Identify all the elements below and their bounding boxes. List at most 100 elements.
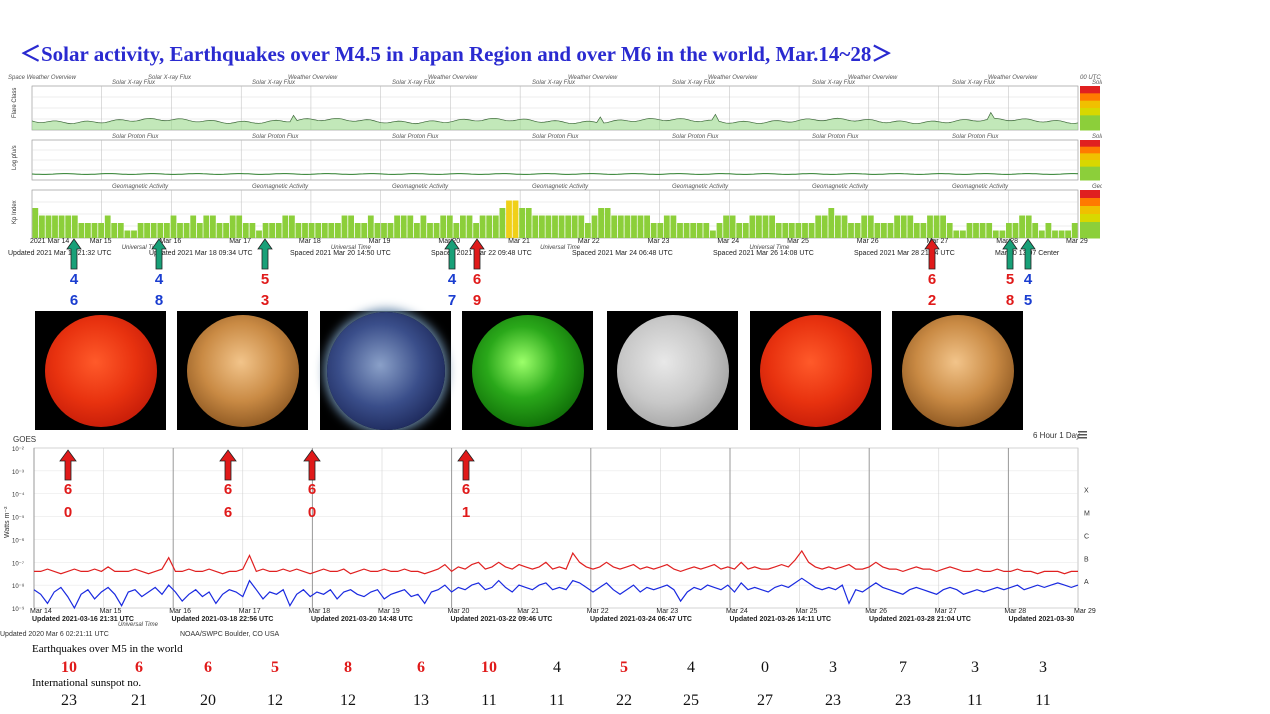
kp-bar [361, 223, 368, 238]
kp-bar [321, 223, 328, 238]
overview-header-text: Weather Overview [848, 75, 898, 81]
overview-scale-swatch [1080, 166, 1100, 174]
up-arrow [303, 449, 321, 481]
up-arrow [924, 238, 940, 270]
kp-bar [1052, 230, 1058, 238]
overview-ut-label: Universal Time [540, 245, 581, 251]
overview-scale-swatch [1080, 222, 1100, 231]
sun-image [320, 311, 451, 442]
sun-disk [759, 314, 872, 427]
magnitude-digit-2: 7 [447, 292, 457, 309]
sunspot-number: 11 [549, 692, 565, 709]
overview-scale-swatch [1080, 160, 1100, 168]
xray-date-label: Mar 15 [100, 608, 122, 615]
sunspot-number: 21 [131, 692, 147, 709]
flare-class-label: B [1084, 556, 1089, 563]
overview-date-label: Mar 15 [90, 238, 112, 245]
kp-bar [229, 215, 236, 238]
kp-bar [657, 223, 664, 238]
overview-date-label: Mar 27 [927, 238, 949, 245]
kp-bar [624, 215, 631, 238]
magnitude-digit-1: 4 [154, 271, 164, 288]
kp-bar [762, 215, 769, 238]
kp-bar [788, 223, 795, 238]
kp-bar [808, 223, 815, 238]
xray-short-wavelength-series [33, 577, 1079, 610]
overview-subtitle: Solar X-ray Flux [252, 80, 296, 86]
xray-date-label: Mar 14 [30, 608, 52, 615]
overview-subtitle: Geomagnetic Activity [252, 184, 309, 190]
kp-bar [196, 223, 203, 238]
kp-bar [578, 215, 585, 238]
overview-updated-label: Spaced 2021 Mar 22 09:48 UTC [431, 250, 532, 257]
kp-bar [137, 223, 144, 238]
kp-bar [394, 215, 400, 238]
overview-subtitle: Solar Proton Flux [1092, 134, 1102, 140]
kp-bar [157, 223, 164, 238]
sunspot-number: 27 [757, 692, 773, 709]
sun-image [607, 311, 738, 442]
sun-image [462, 311, 593, 442]
up-arrow-icon [257, 238, 273, 270]
kp-bar [91, 223, 98, 238]
up-arrow-icon [1002, 238, 1018, 270]
up-arrow [66, 238, 82, 270]
kp-bar [966, 223, 973, 238]
kp-bar [598, 208, 604, 238]
up-arrow-shape [151, 238, 167, 270]
magnitude-digit-2: 0 [63, 504, 73, 521]
kp-bar [913, 223, 920, 238]
sun-disk [471, 314, 584, 427]
overview-subtitle: Geomagnetic Activity [672, 184, 729, 190]
overview-subtitle: Geomagnetic Activity [812, 184, 869, 190]
sunspot-number: 20 [200, 692, 216, 709]
magnitude-digit-2: 8 [1005, 292, 1015, 309]
overview-date-label: Mar 17 [229, 238, 251, 245]
kp-bar [335, 223, 341, 238]
earthquake-count: 8 [344, 659, 352, 676]
magnitude-digit-1: 4 [447, 271, 457, 288]
up-arrow-shape [219, 449, 237, 481]
up-arrow [219, 449, 237, 481]
overview-subtitle: Solar X-ray Flux [1092, 80, 1102, 86]
kp-bar [920, 223, 927, 238]
overview-subtitle: Solar X-ray Flux [952, 80, 996, 86]
xray-date-label: Mar 24 [726, 608, 748, 615]
magnitude-digit-2: 6 [69, 292, 79, 309]
overview-date-label: Mar 28 [996, 238, 1018, 245]
magnitude-digit-1: 6 [472, 271, 482, 288]
earthquake-count: 6 [417, 659, 425, 676]
kp-bar [150, 223, 157, 238]
xray-date-label: Mar 19 [378, 608, 400, 615]
kp-bar [769, 215, 775, 238]
kp-bar [650, 223, 657, 238]
overview-scale-swatch [1080, 86, 1100, 94]
xray-date-label: Mar 22 [587, 608, 609, 615]
kp-bar [499, 208, 506, 238]
kp-bar [190, 215, 197, 238]
earthquake-count: 7 [899, 659, 907, 676]
kp-bar [710, 230, 716, 238]
kp-bar [1006, 223, 1012, 238]
xray-date-label: Mar 18 [308, 608, 330, 615]
kp-bar [683, 223, 690, 238]
xray-updated-label: Updated 2021-03-20 14:48 UTC [311, 616, 413, 623]
proton-flux-line [31, 173, 1079, 175]
kp-bar [71, 215, 78, 238]
overview-header-text: Weather Overview [288, 75, 338, 81]
kp-bar [269, 223, 275, 238]
sunspot-number: 22 [616, 692, 632, 709]
kp-bar [387, 223, 394, 238]
kp-bar [492, 215, 499, 238]
xray-updated-label: Updated 2021-03-18 22:56 UTC [172, 616, 274, 623]
overview-scale-swatch [1080, 122, 1100, 131]
kp-bar [242, 223, 249, 238]
overview-date-label: Mar 22 [578, 238, 600, 245]
kp-bar [756, 215, 762, 238]
overview-scale-swatch [1080, 100, 1100, 109]
kp-bar [282, 215, 289, 238]
flare-class-label: X [1084, 488, 1089, 495]
overview-updated-label: Updated 2021 Mar 16 21:32 UTC [8, 250, 112, 257]
overview-header-text: Weather Overview [708, 75, 758, 81]
kp-bar [933, 215, 940, 238]
